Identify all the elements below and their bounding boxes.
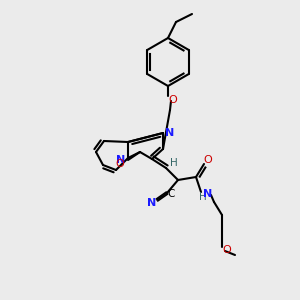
Text: N: N <box>203 189 213 199</box>
Text: N: N <box>165 128 175 138</box>
Text: O: O <box>223 245 231 255</box>
Text: H: H <box>199 192 207 202</box>
Text: N: N <box>147 198 157 208</box>
Text: O: O <box>204 155 212 165</box>
Text: C: C <box>167 189 175 199</box>
Text: O: O <box>169 95 177 105</box>
Text: H: H <box>170 158 178 168</box>
Text: O: O <box>116 159 124 169</box>
Text: N: N <box>116 155 126 165</box>
